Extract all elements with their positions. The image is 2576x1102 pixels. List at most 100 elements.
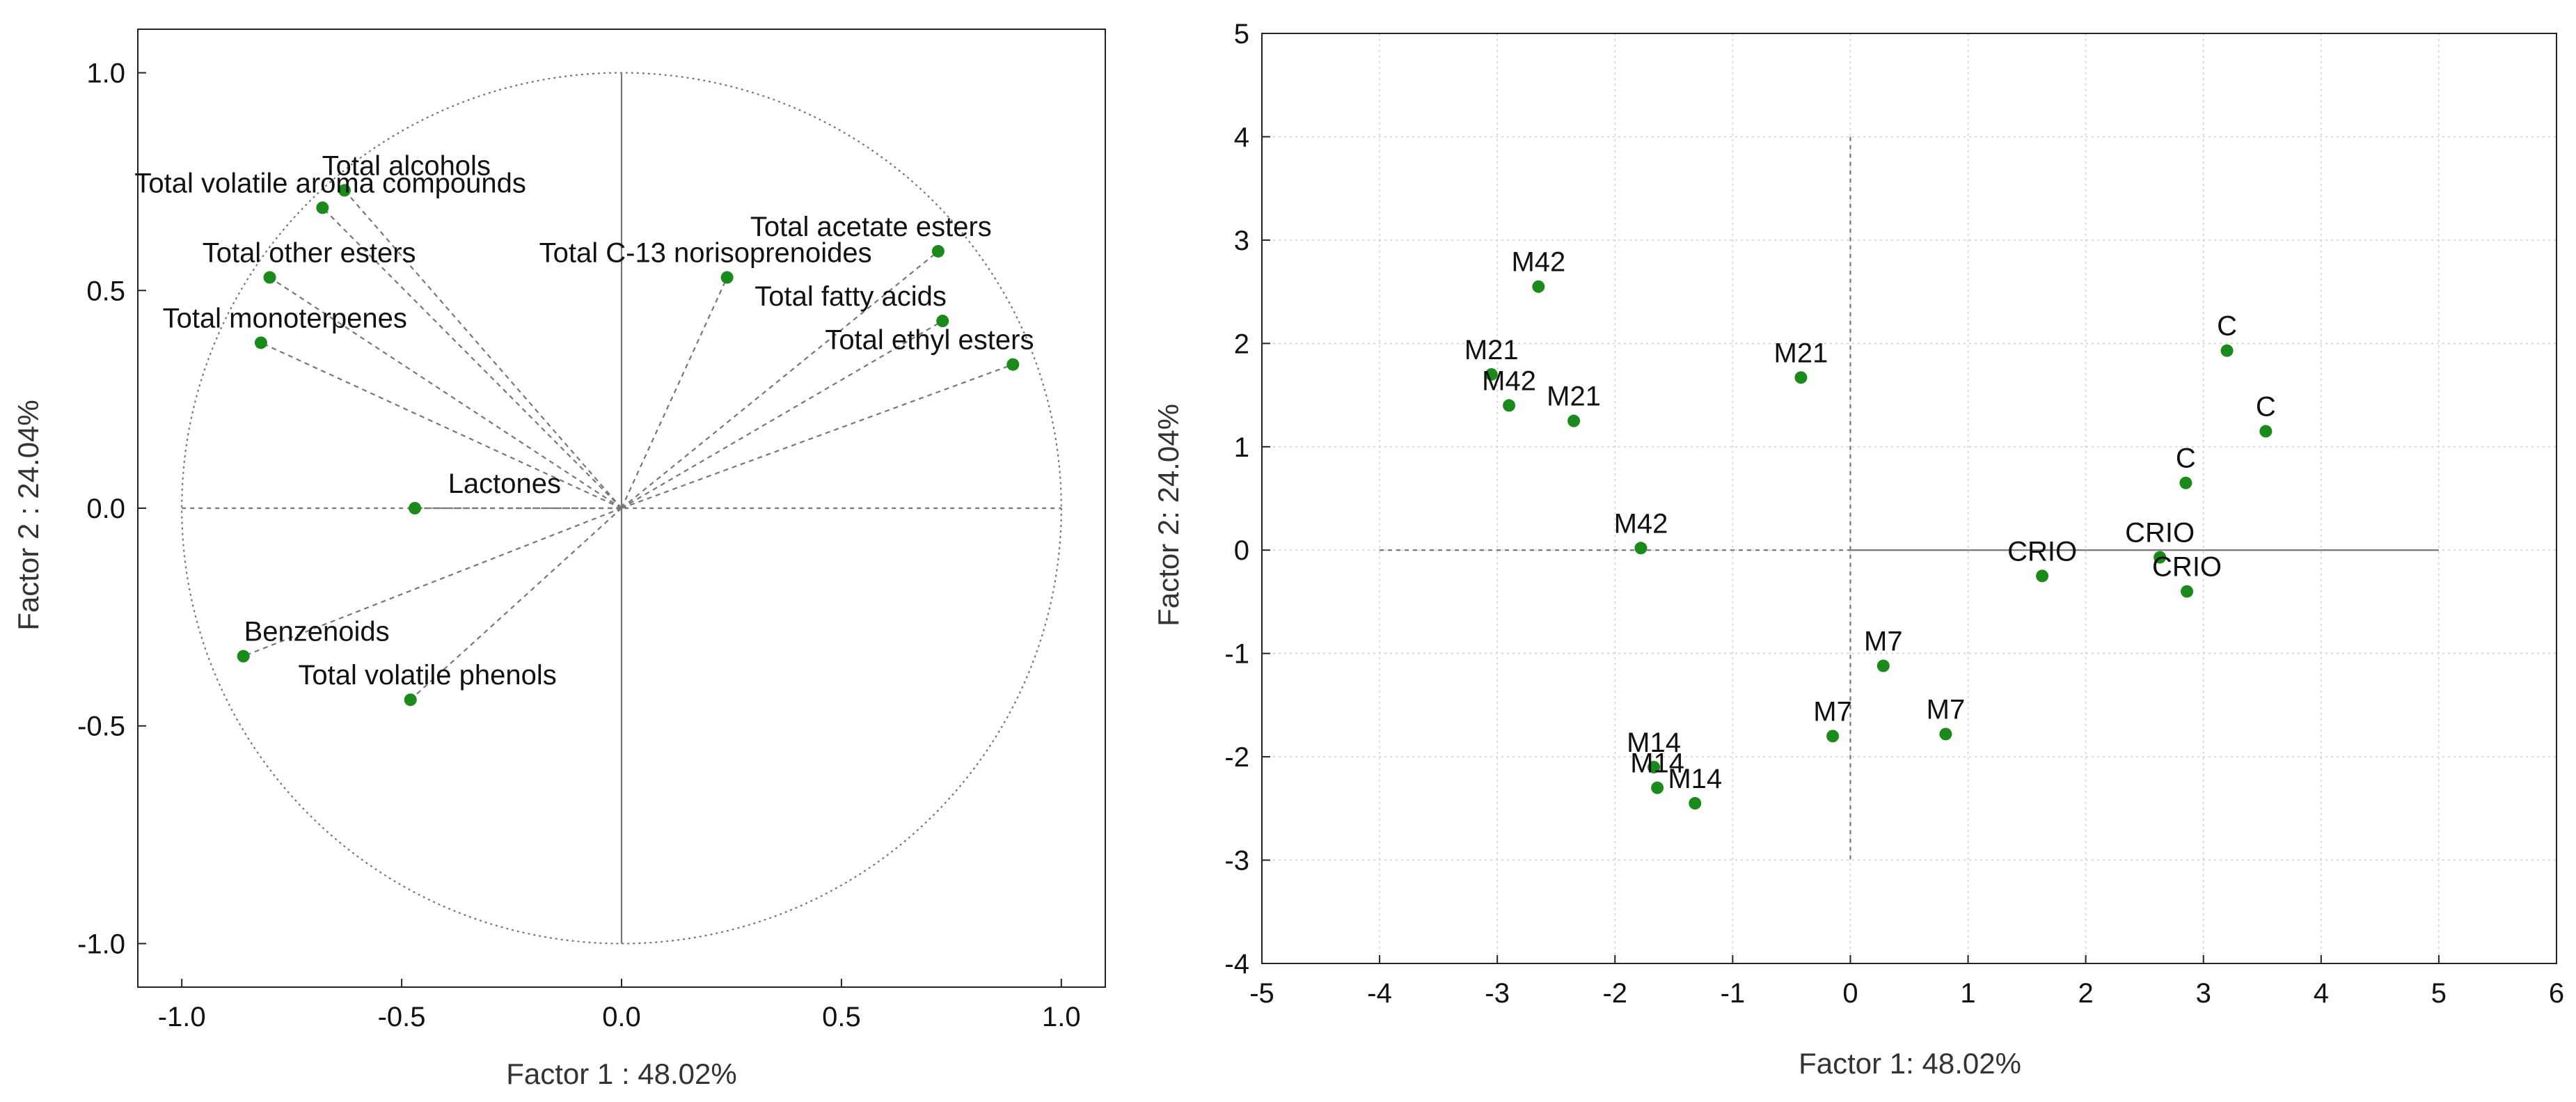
right-plot-frame xyxy=(1261,33,2557,964)
right-y-tick-label: -1 xyxy=(1224,639,1249,670)
left-x-tick-label: -1.0 xyxy=(158,1002,206,1032)
score-label: C xyxy=(2176,443,2196,474)
loading-point xyxy=(254,336,267,349)
right-x-tick-label: 2 xyxy=(2078,978,2094,1009)
loading-point xyxy=(263,271,276,284)
right-y-tick-label: 2 xyxy=(1234,329,1249,359)
score-label: M7 xyxy=(1927,694,1966,725)
loading-vector xyxy=(621,363,1013,510)
right-y-tick-label: 3 xyxy=(1234,226,1249,256)
loading-label: Total monoterpenes xyxy=(163,303,407,333)
loading-point xyxy=(404,693,417,707)
score-label: M7 xyxy=(1864,626,1903,656)
score-label: M14 xyxy=(1668,764,1722,794)
correlation-circle-chart: Factor 1 : 48.02% Factor 2 : 24.04% -1.0… xyxy=(12,29,1106,1090)
score-point xyxy=(2036,569,2049,583)
right-x-tick-label: 5 xyxy=(2431,978,2447,1009)
loading-vector xyxy=(344,189,622,509)
loading-point xyxy=(936,315,949,328)
loading-vector xyxy=(621,251,939,509)
left-x-tick-label: 0.0 xyxy=(602,1002,641,1032)
right-x-tick-label: 3 xyxy=(2196,978,2211,1009)
loading-label: Total fatty acids xyxy=(754,281,947,312)
loading-label: Total acetate esters xyxy=(750,212,992,242)
loading-point xyxy=(338,184,351,197)
score-point xyxy=(1826,730,1840,743)
score-point xyxy=(1485,368,1498,381)
score-label: M14 xyxy=(1630,748,1684,779)
loading-vector xyxy=(621,320,943,509)
score-label: CRIO xyxy=(2152,552,2222,583)
right-x-axis-title: Factor 1: 48.02% xyxy=(1799,1047,2021,1080)
left-y-tick-label: 1.0 xyxy=(86,58,125,89)
loading-label: Total ethyl esters xyxy=(825,325,1034,356)
left-y-tick-label: -1.0 xyxy=(77,929,125,959)
left-y-tick-label: 0.0 xyxy=(86,494,125,524)
right-x-tick-label: -5 xyxy=(1249,978,1274,1009)
score-point xyxy=(2154,551,2167,564)
score-point xyxy=(1634,542,1647,555)
score-point xyxy=(1503,399,1516,412)
loading-label: Total volatile aroma compounds xyxy=(134,168,526,198)
loading-vector xyxy=(269,276,622,509)
loading-label: Total volatile phenols xyxy=(298,660,556,691)
loading-label: Benzenoids xyxy=(244,617,390,647)
right-x-tick-label: -2 xyxy=(1602,978,1627,1009)
right-x-tick-label: 4 xyxy=(2314,978,2329,1009)
right-y-axis-title: Factor 2: 24.04% xyxy=(1152,404,1185,627)
score-point xyxy=(1794,371,1808,384)
score-label: M21 xyxy=(1547,381,1601,412)
right-y-tick-label: -4 xyxy=(1224,949,1249,979)
right-x-tick-label: -1 xyxy=(1721,978,1746,1009)
score-point xyxy=(2259,425,2273,438)
score-label: M21 xyxy=(1464,335,1519,365)
loading-point xyxy=(720,271,734,284)
loading-vector xyxy=(243,507,622,657)
left-y-tick-label: 0.5 xyxy=(86,276,125,306)
score-point xyxy=(2179,476,2192,489)
right-y-tick-label: 1 xyxy=(1234,432,1249,463)
right-y-tick-label: 5 xyxy=(1234,19,1249,49)
left-x-axis-title: Factor 1 : 48.02% xyxy=(506,1057,737,1090)
score-label: M21 xyxy=(1774,338,1828,368)
loading-point xyxy=(931,244,945,258)
right-y-tick-label: -3 xyxy=(1224,846,1249,876)
score-label: M14 xyxy=(1627,727,1681,758)
loading-label: Lactones xyxy=(448,469,561,499)
score-point xyxy=(1689,796,1702,810)
unit-circle xyxy=(181,72,1062,945)
right-x-tick-label: 6 xyxy=(2549,978,2564,1009)
left-x-tick-label: -0.5 xyxy=(378,1002,426,1032)
score-point xyxy=(1647,760,1661,773)
score-label: CRIO xyxy=(2125,518,2195,549)
loading-vector xyxy=(260,342,622,509)
left-x-tick-label: 1.0 xyxy=(1042,1002,1081,1032)
right-y-tick-label: -2 xyxy=(1224,742,1249,773)
right-y-tick-label: 0 xyxy=(1234,535,1249,566)
loading-label: Total C-13 norisoprenoides xyxy=(539,238,872,269)
score-label: M7 xyxy=(1813,696,1852,727)
loading-label: Total alcohols xyxy=(322,150,491,181)
right-y-tick-label: 4 xyxy=(1234,122,1249,152)
left-x-tick-label: 0.5 xyxy=(822,1002,861,1032)
score-point xyxy=(2181,585,2194,598)
score-label: C xyxy=(2217,311,2237,342)
score-label: M42 xyxy=(1482,365,1536,396)
loading-vector xyxy=(409,507,622,701)
left-y-axis-title: Factor 2 : 24.04% xyxy=(12,400,45,631)
factor-scores-chart: Factor 1: 48.02% Factor 2: 24.04% -5 -4 -3… xyxy=(1152,19,2564,1080)
score-point xyxy=(1876,659,1890,672)
loading-point xyxy=(316,201,329,214)
score-point xyxy=(1532,280,1545,293)
right-x-tick-label: 0 xyxy=(1842,978,1858,1009)
left-y-tick-label: -0.5 xyxy=(77,711,125,742)
score-label: CRIO xyxy=(2007,536,2077,567)
loading-point xyxy=(409,502,422,514)
score-label: M42 xyxy=(1614,508,1668,539)
loading-label: Total other esters xyxy=(203,238,416,269)
loading-vector xyxy=(620,277,728,509)
loading-point xyxy=(237,650,250,663)
loading-point xyxy=(1006,358,1020,371)
score-label: M42 xyxy=(1511,247,1565,278)
